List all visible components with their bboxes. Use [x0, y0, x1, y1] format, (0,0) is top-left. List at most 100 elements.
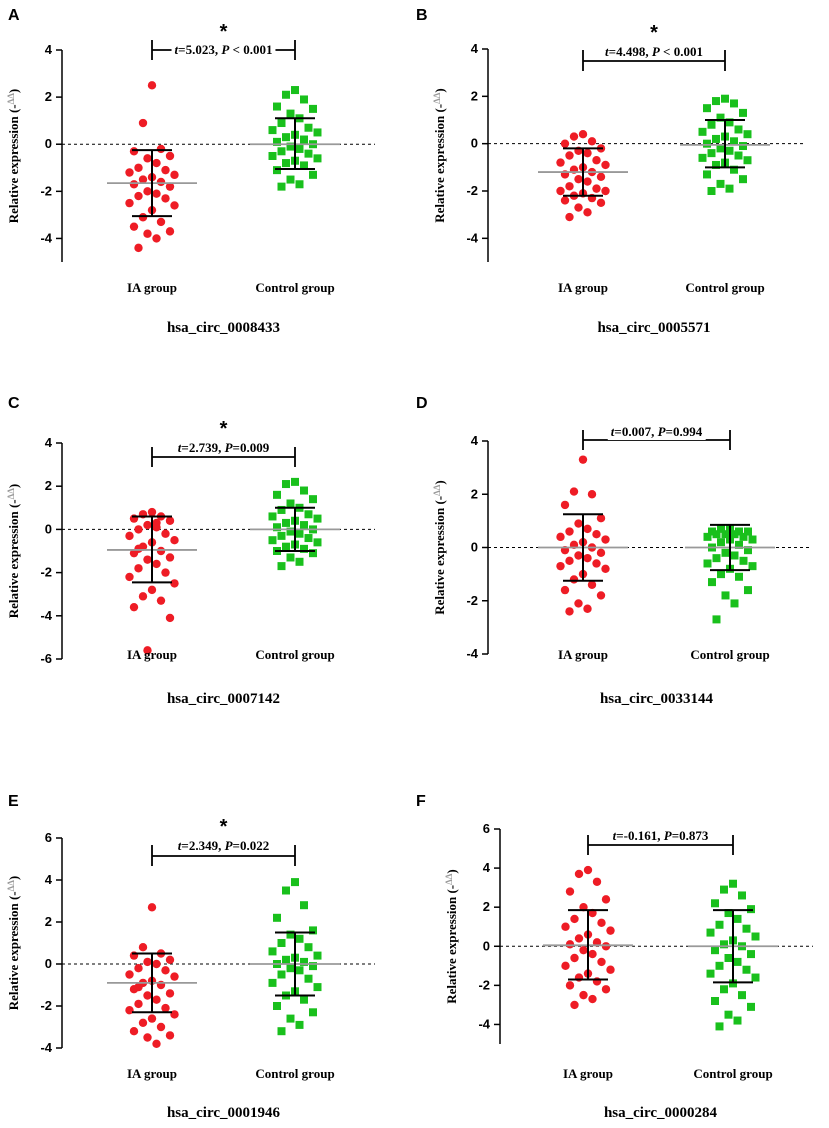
data-point-control — [712, 160, 720, 169]
data-point-control — [313, 951, 322, 960]
data-point-ia — [129, 180, 139, 189]
data-point-ia — [165, 516, 175, 525]
y-tick-label: 4 — [471, 433, 479, 448]
data-point-control — [282, 542, 290, 551]
data-point-ia — [565, 607, 574, 616]
y-tick-label: 0 — [471, 540, 478, 555]
y-tick-label: 2 — [45, 89, 52, 104]
data-point-control — [751, 932, 760, 941]
data-point-ia — [578, 455, 588, 464]
data-point-control — [730, 137, 738, 146]
data-point-control — [273, 490, 281, 499]
data-point-ia — [138, 592, 148, 601]
data-point-control — [712, 134, 720, 143]
stat-annotation-background — [607, 423, 706, 440]
data-point-control — [716, 179, 725, 188]
data-point-ia — [147, 903, 157, 912]
stat-annotation: t=0.007, P=0.994 — [611, 424, 703, 439]
data-point-ia — [579, 945, 588, 955]
data-point-control — [703, 170, 711, 179]
data-point-ia — [156, 1022, 166, 1032]
data-point-control — [725, 184, 734, 193]
data-point-ia — [134, 163, 143, 172]
x-category-label: IA group — [127, 647, 177, 662]
data-point-ia — [125, 531, 134, 541]
data-point-control — [304, 974, 313, 983]
data-point-control — [735, 572, 743, 581]
data-point-control — [273, 137, 281, 146]
data-point-control — [708, 578, 716, 587]
data-point-ia — [565, 182, 574, 191]
data-point-ia — [165, 955, 175, 964]
stat-p-value: =0.994 — [666, 424, 703, 439]
chart-panel-b: B -4 -2 0 2 4 Relative expression (-ΔΔ) IA grou… — [416, 7, 805, 336]
data-point-ia — [170, 536, 179, 545]
y-axis-label-prefix: Relative expression (- — [6, 104, 21, 223]
data-point-ia — [587, 137, 597, 146]
data-point-ia — [143, 187, 152, 196]
panel-letter: B — [416, 7, 428, 24]
data-point-control — [748, 535, 757, 544]
data-point-control — [733, 1016, 742, 1025]
data-point-control — [729, 879, 737, 888]
data-point-control — [721, 94, 729, 103]
x-category-label: Control group — [255, 1066, 334, 1081]
data-point-ia — [152, 234, 161, 243]
data-point-control — [725, 118, 734, 127]
data-point-ia — [152, 995, 161, 1004]
y-axis-label-prefix: Relative expression (- — [432, 496, 447, 615]
gene-title: hsa_circ_0008433 — [167, 320, 280, 336]
data-point-ia — [583, 865, 593, 875]
data-point-ia — [565, 981, 575, 990]
data-point-control — [268, 978, 277, 987]
data-point-ia — [147, 507, 157, 517]
data-point-ia — [125, 168, 134, 177]
panel-letter: D — [416, 395, 428, 412]
stat-t-symbol: t — [613, 828, 617, 843]
gene-title: hsa_circ_0007142 — [167, 691, 280, 707]
data-point-ia — [601, 942, 611, 951]
data-point-control — [304, 149, 313, 158]
data-point-control — [724, 1010, 733, 1019]
data-point-ia — [152, 158, 161, 168]
data-point-control — [300, 521, 308, 530]
y-axis-label-suffix: ) — [6, 89, 21, 93]
gene-title: hsa_circ_0033144 — [600, 691, 714, 707]
data-point-control — [703, 559, 712, 568]
data-point-control — [711, 946, 719, 955]
y-tick-label: -4 — [466, 646, 478, 661]
data-point-control — [706, 969, 715, 978]
data-point-ia — [138, 213, 148, 222]
data-point-ia — [574, 599, 583, 608]
stat-annotation: t=5.023, P < 0.001 — [175, 42, 273, 57]
y-axis-label-superscript: ΔΔ — [6, 93, 16, 105]
data-point-control — [716, 113, 725, 122]
data-point-control — [698, 153, 707, 162]
data-point-control — [295, 1020, 304, 1029]
y-tick-label: 6 — [483, 821, 490, 836]
data-point-ia — [601, 160, 610, 170]
data-point-control — [747, 1002, 755, 1011]
data-point-ia — [129, 602, 139, 612]
data-point-control — [295, 180, 304, 189]
data-point-ia — [583, 553, 592, 563]
data-point-control — [309, 926, 317, 935]
data-point-ia — [565, 527, 574, 536]
y-tick-label: -4 — [40, 608, 52, 623]
stat-p-value: =0.022 — [233, 838, 270, 853]
y-tick-label: -2 — [466, 183, 478, 198]
stat-annotation-background — [602, 43, 706, 60]
data-point-control — [739, 142, 747, 151]
data-point-ia — [125, 572, 134, 582]
data-point-ia — [569, 575, 579, 584]
data-point-ia — [596, 514, 606, 523]
data-point-control — [268, 152, 277, 160]
data-point-ia — [560, 196, 570, 205]
data-point-control — [717, 538, 725, 547]
data-point-ia — [592, 559, 601, 568]
y-tick-label: 2 — [45, 914, 52, 929]
data-point-control — [309, 1008, 317, 1017]
data-point-ia — [134, 525, 143, 534]
data-point-control — [300, 161, 308, 170]
data-point-ia — [125, 198, 134, 208]
